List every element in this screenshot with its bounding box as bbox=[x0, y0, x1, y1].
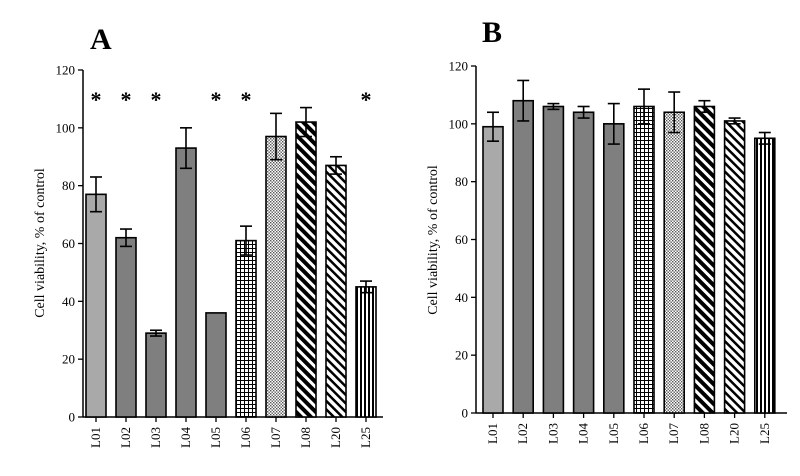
panel-b: B Cell viability, % of control 0 20 40 60 80… bbox=[426, 16, 787, 444]
y-tick-label: 100 bbox=[449, 116, 469, 131]
bar-l08 bbox=[693, 105, 716, 414]
panel-b-ylabel: Cell viability, % of control bbox=[426, 165, 441, 315]
y-tick-label: 40 bbox=[455, 290, 468, 305]
bar-l03 bbox=[542, 105, 565, 414]
category-label-l02: L02 bbox=[515, 423, 530, 444]
category-label-l08: L08 bbox=[298, 427, 313, 448]
bar-l06 bbox=[235, 239, 257, 418]
bar-l01 bbox=[85, 193, 107, 418]
y-tick-label: 80 bbox=[455, 174, 468, 189]
category-label-l04: L04 bbox=[178, 427, 193, 448]
significance-star-l05: * bbox=[211, 87, 222, 112]
y-tick-label: 60 bbox=[455, 232, 468, 247]
y-tick-label: 120 bbox=[449, 59, 469, 74]
significance-star-l03: * bbox=[151, 87, 162, 112]
category-label-l01: L01 bbox=[485, 423, 500, 444]
y-tick-label: 60 bbox=[62, 236, 75, 251]
panel-a-letter: A bbox=[90, 23, 112, 56]
category-label-l01: L01 bbox=[88, 427, 103, 448]
panel-a-plot: 0 20 40 60 80 100 120 L01 * L02 * L03 * L04 L05 * L06 * L0… bbox=[56, 63, 383, 448]
bar-l08 bbox=[295, 121, 317, 418]
significance-star-l02: * bbox=[121, 87, 132, 112]
bar-l04 bbox=[572, 111, 595, 414]
bar-l06 bbox=[633, 105, 655, 414]
category-label-l07: L07 bbox=[666, 423, 681, 444]
y-tick-label: 0 bbox=[462, 406, 469, 421]
category-label-l02: L02 bbox=[118, 427, 133, 448]
panel-b-plot: 0 20 40 60 80 100 120 L01 L02 L03 L04 L05 L06 L07 L08 L… bbox=[449, 59, 787, 444]
bar-l02 bbox=[512, 99, 535, 414]
bar-l05 bbox=[205, 312, 227, 418]
category-label-l07: L07 bbox=[268, 427, 283, 448]
bar-l25 bbox=[355, 286, 377, 418]
y-tick-label: 120 bbox=[56, 63, 76, 78]
y-tick-label: 100 bbox=[56, 120, 76, 135]
panel-b-letter: B bbox=[482, 16, 502, 49]
bar-l03 bbox=[145, 332, 167, 418]
significance-star-l01: * bbox=[91, 87, 102, 112]
y-tick-label: 20 bbox=[455, 348, 468, 363]
significance-star-l25: * bbox=[361, 87, 372, 112]
y-tick-label: 0 bbox=[69, 410, 76, 425]
panel-a-ylabel: Cell viability, % of control bbox=[33, 168, 48, 318]
category-label-l04: L04 bbox=[576, 423, 591, 444]
y-tick-label: 40 bbox=[62, 294, 75, 309]
bar-l04 bbox=[175, 147, 197, 418]
bar-l20 bbox=[723, 120, 746, 414]
y-tick-label: 80 bbox=[62, 178, 75, 193]
bar-l02 bbox=[115, 236, 137, 418]
bar-l07 bbox=[663, 111, 686, 414]
bar-l05 bbox=[602, 123, 625, 414]
bar-l07 bbox=[265, 135, 287, 418]
category-label-l05: L05 bbox=[606, 423, 621, 444]
bar-l25 bbox=[753, 137, 776, 414]
category-label-l06: L06 bbox=[238, 427, 253, 448]
category-label-l05: L05 bbox=[208, 427, 223, 448]
bar-l20 bbox=[325, 164, 347, 418]
panel-a: A Cell viability, % of control 0 20 40 60 80… bbox=[33, 23, 383, 448]
category-label-l20: L20 bbox=[328, 427, 343, 448]
category-label-l06: L06 bbox=[636, 423, 651, 444]
category-label-l20: L20 bbox=[727, 423, 742, 444]
category-label-l08: L08 bbox=[696, 423, 711, 444]
y-tick-label: 20 bbox=[62, 352, 75, 367]
category-label-l25: L25 bbox=[757, 423, 772, 444]
category-label-l03: L03 bbox=[545, 423, 560, 444]
bar-l01 bbox=[482, 125, 504, 414]
category-label-l25: L25 bbox=[358, 427, 373, 448]
category-label-l03: L03 bbox=[148, 427, 163, 448]
significance-star-l06: * bbox=[241, 87, 252, 112]
